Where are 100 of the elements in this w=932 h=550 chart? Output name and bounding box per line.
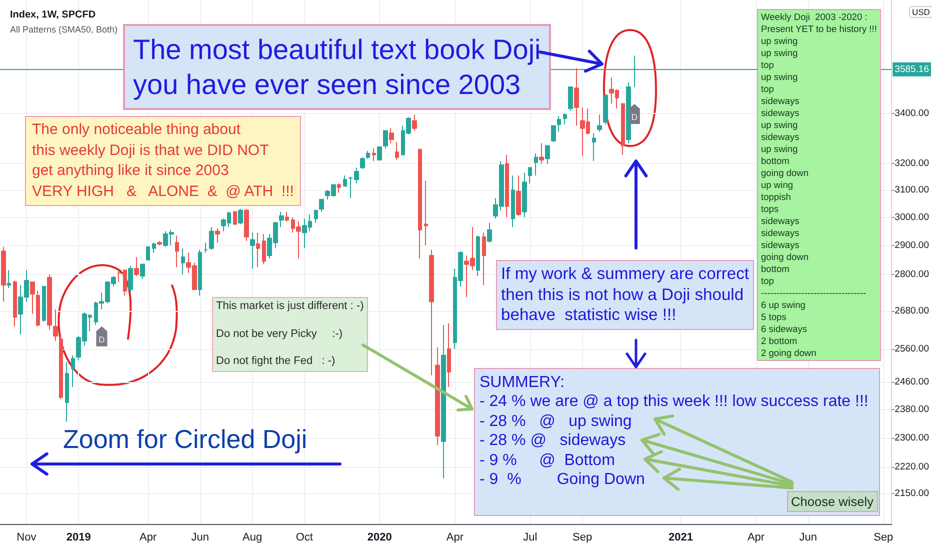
candlestick: [568, 86, 573, 112]
candlestick: [47, 274, 52, 330]
candlestick: [522, 172, 527, 218]
candlestick: [53, 308, 58, 342]
candlestick: [574, 68, 579, 126]
candlestick: [424, 180, 428, 246]
candlestick: [256, 232, 260, 268]
candlestick: [487, 222, 492, 244]
candlestick: [476, 234, 480, 277]
candlestick: [482, 232, 486, 286]
candlestick: [557, 115, 561, 132]
candlestick: [360, 156, 365, 170]
candlestick: [377, 146, 382, 160]
x-tick-label: 2021: [668, 532, 693, 544]
candlestick: [238, 208, 243, 225]
candlestick: [157, 240, 162, 246]
candlestick: [418, 148, 422, 259]
x-tick-label: Apr: [747, 532, 765, 544]
y-tick-label: 2560.00: [894, 343, 930, 354]
candlestick: [204, 242, 208, 254]
text: All Patterns (SMA50, Both): [10, 24, 118, 34]
y-tick-label: 2150.00: [894, 488, 930, 500]
y-tick-label: 2220.00: [894, 462, 930, 473]
candlestick: [314, 210, 318, 224]
annotation: Choose wisely: [787, 491, 878, 512]
candlestick: [505, 154, 509, 218]
annotation: Zoom for Circled Doji: [63, 424, 308, 454]
candlestick: [389, 128, 394, 144]
candlestick: [621, 103, 625, 156]
candlestick: [146, 246, 150, 260]
x-tick-label: 2020: [367, 532, 392, 544]
candlestick: [337, 182, 341, 194]
candlestick: [534, 152, 538, 176]
y-tick-label: 3000.00: [894, 212, 930, 223]
x-tick-label: Sep: [572, 532, 592, 544]
x-tick-label: Jul: [523, 532, 538, 544]
ref-line-label: 3585.16: [894, 64, 930, 75]
candlestick: [244, 208, 249, 242]
candlestick: [597, 114, 602, 132]
annotation: D: [631, 112, 638, 122]
candlestick: [429, 249, 434, 376]
annotation: SUMMERY: - 24 % we are @ a top this week !!! low success rate !!! - 28 % @ up swing - 28 % @ sideways - 9 % @ Bottom - 9 % Going Down: [480, 372, 868, 490]
x-tick-label: Oct: [296, 532, 313, 544]
candlestick: [372, 148, 376, 162]
candlestick: [511, 174, 515, 228]
candlestick: [412, 114, 417, 132]
x-tick-label: 2019: [66, 532, 91, 544]
candlestick: [117, 270, 121, 282]
x-tick-label: Sep: [874, 532, 894, 544]
candlestick: [198, 249, 202, 296]
candlestick: [343, 174, 347, 187]
y-tick-label: 3200.00: [894, 158, 930, 170]
candlestick: [592, 132, 596, 162]
candlestick: [603, 94, 608, 125]
candlestick: [59, 336, 63, 400]
candlestick: [30, 281, 35, 314]
candlestick: [7, 270, 11, 288]
x-tick-label: Nov: [16, 532, 37, 544]
annotation: D: [98, 334, 105, 344]
candlestick: [181, 248, 185, 276]
y-tick-label: 3100.00: [894, 184, 930, 196]
candlestick: [551, 125, 556, 142]
text: Weekly Doji 2003 -2020 : Present YET to be history !!! up swing up swing top up swing top sideways sideways up swing sideways up swing bottom going down up wing toppish tops sideways sideways sideways going down bottom top ---------------------------------- 6 up swing 5 tops 6 sideways 2 bottom 2 going down: [761, 12, 877, 358]
candlestick: [447, 322, 451, 388]
y-axis-title: USD: [909, 6, 932, 18]
y-tick-label: 2800.00: [894, 269, 930, 280]
candlestick: [123, 270, 127, 296]
candlestick: [65, 361, 69, 422]
candlestick: [563, 112, 567, 125]
candlestick: [366, 150, 370, 160]
candlestick: [319, 199, 324, 212]
candlestick: [215, 228, 220, 244]
y-tick-label: 2460.00: [894, 376, 930, 388]
y-tick-label: 2680.00: [894, 305, 930, 316]
candlestick: [42, 286, 46, 322]
candlestick: [209, 226, 214, 250]
candlestick: [1, 246, 6, 302]
annotation: If my work & summery are correct then this is not how a Doji should behave statistic wise !!!: [496, 260, 754, 330]
candlestick: [285, 211, 289, 222]
candlestick: [516, 174, 521, 216]
candlestick: [128, 265, 133, 294]
y-tick-label: 3400.00: [894, 108, 930, 119]
y-tick-label: 2900.00: [894, 240, 930, 251]
candlestick: [71, 354, 75, 388]
candlestick: [545, 145, 550, 164]
candlestick: [383, 130, 388, 149]
candlestick: [13, 280, 17, 328]
x-tick-label: Apr: [446, 532, 464, 544]
y-tick-label: 2380.00: [894, 404, 930, 415]
candlestick: [140, 264, 145, 280]
candlestick: [233, 211, 237, 225]
x-tick-label: Aug: [242, 532, 262, 544]
text: This market is just different : -) Do not be very Picky :-) Do not fight the Fed : -): [216, 300, 364, 367]
candlestick: [36, 290, 40, 328]
candlestick: [528, 167, 532, 184]
annotation: The only noticeable thing about this weekly Doji is that we DID NOT get anything like it since 2003 VERY HIGH & ALONE & @ ATH !!!: [25, 116, 301, 206]
candlestick: [262, 234, 266, 265]
text: Index, 1W, SPCFD: [10, 10, 96, 20]
candlestick: [539, 142, 544, 164]
candlestick: [175, 234, 179, 268]
